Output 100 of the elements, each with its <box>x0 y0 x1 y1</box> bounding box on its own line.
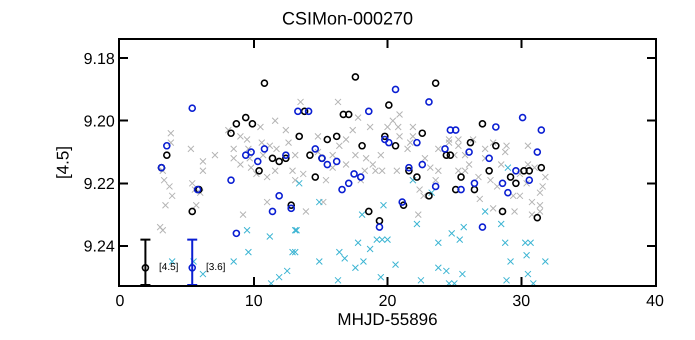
point <box>457 186 465 194</box>
y-tick-label: 9.18 <box>84 50 115 68</box>
point <box>425 192 433 200</box>
point <box>266 233 274 240</box>
point <box>442 267 450 274</box>
point <box>498 208 506 216</box>
point <box>332 132 340 140</box>
point <box>142 264 150 272</box>
point <box>260 79 268 87</box>
chart-title: CSIMon-000270 <box>282 8 414 28</box>
point <box>366 246 374 253</box>
point <box>260 145 268 153</box>
point <box>276 274 283 281</box>
point <box>385 101 393 109</box>
point <box>512 166 520 175</box>
point <box>456 236 464 244</box>
point <box>242 114 250 122</box>
point <box>163 151 171 159</box>
point <box>542 258 549 266</box>
point <box>287 201 295 210</box>
point <box>255 166 263 175</box>
y-tick-label: 9.24 <box>84 238 115 256</box>
x-tick-label: 40 <box>646 293 664 310</box>
point <box>190 258 198 266</box>
point <box>332 158 340 166</box>
point <box>520 166 528 175</box>
point <box>344 110 353 118</box>
point <box>417 276 424 284</box>
point <box>188 264 196 272</box>
point <box>525 176 534 184</box>
point <box>311 173 320 181</box>
point <box>268 208 276 216</box>
y-axis-title: [4.5] <box>54 146 73 180</box>
point <box>460 224 468 231</box>
point <box>227 176 235 184</box>
point <box>428 189 436 196</box>
point <box>289 248 296 256</box>
point <box>452 126 460 134</box>
point <box>358 142 366 150</box>
point <box>432 79 440 87</box>
point <box>232 120 240 128</box>
point <box>465 148 473 156</box>
point <box>354 239 362 246</box>
point <box>300 108 308 116</box>
point <box>188 208 196 216</box>
point <box>340 110 348 118</box>
point <box>405 166 413 175</box>
point <box>446 126 454 134</box>
point <box>306 151 314 159</box>
point <box>441 145 449 153</box>
point <box>466 138 474 146</box>
point <box>534 148 542 156</box>
point <box>530 280 537 285</box>
point <box>292 248 299 256</box>
point <box>341 254 348 262</box>
point <box>504 188 512 196</box>
point <box>163 142 171 150</box>
y-tick-label: 9.20 <box>84 113 115 130</box>
point <box>418 160 426 168</box>
point <box>498 220 505 228</box>
point <box>304 108 312 116</box>
point <box>244 226 251 234</box>
point <box>356 173 365 181</box>
point <box>458 270 466 278</box>
point <box>518 114 526 122</box>
point <box>381 132 389 140</box>
point <box>385 138 393 146</box>
point <box>498 180 506 188</box>
point <box>413 138 421 146</box>
point <box>392 261 400 268</box>
point <box>485 154 493 162</box>
point <box>434 264 442 272</box>
point <box>336 248 343 256</box>
point <box>227 129 235 138</box>
point <box>284 267 291 274</box>
point <box>470 186 478 194</box>
point <box>381 136 389 144</box>
point <box>242 151 250 159</box>
x-tick-label: 10 <box>244 293 263 310</box>
point <box>199 270 206 278</box>
point <box>376 217 384 225</box>
point <box>392 142 400 150</box>
point <box>380 202 387 209</box>
point <box>232 230 240 238</box>
point <box>418 129 426 138</box>
point <box>400 201 408 210</box>
point <box>482 208 489 215</box>
point <box>244 248 252 256</box>
point <box>492 123 500 131</box>
point <box>344 180 353 188</box>
point <box>442 151 450 159</box>
annotation: [4.5] <box>159 262 179 273</box>
point <box>524 270 532 278</box>
point <box>364 108 373 116</box>
point <box>448 230 456 237</box>
point <box>434 239 442 246</box>
point <box>360 258 367 266</box>
point <box>294 108 302 116</box>
point <box>311 145 320 153</box>
point <box>534 214 542 222</box>
